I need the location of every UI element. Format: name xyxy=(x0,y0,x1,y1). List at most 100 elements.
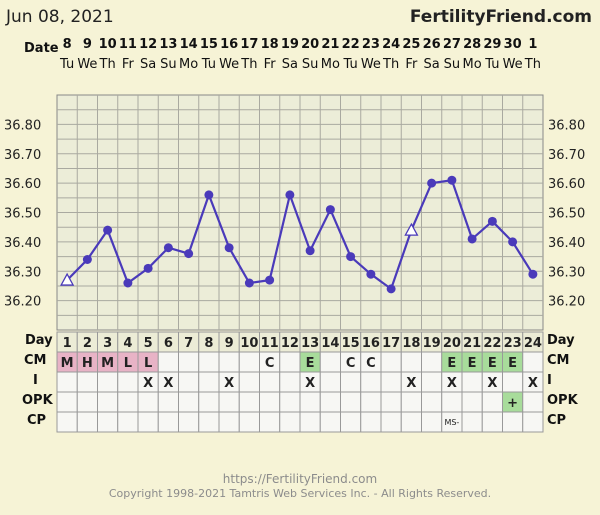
cycle-day-cell: 12 xyxy=(281,336,299,351)
cp-cell-bg xyxy=(380,411,402,433)
cp-cell-bg xyxy=(259,411,281,433)
cycle-day-cell: 18 xyxy=(402,336,420,351)
date-label: 10 xyxy=(99,37,117,52)
intercourse-cell: X xyxy=(143,376,153,391)
cycle-day-cell: 15 xyxy=(342,336,360,351)
temperature-point xyxy=(487,216,497,226)
cp-cell-bg xyxy=(238,411,260,433)
temperature-point xyxy=(82,255,92,264)
cm-cell-bg xyxy=(421,351,443,373)
cm-row-label-right: CM xyxy=(547,353,569,368)
temperature-point xyxy=(224,243,234,253)
cycle-day-cell: 3 xyxy=(103,336,112,351)
cp-cell-bg xyxy=(198,411,220,433)
weekday-label: Sa xyxy=(424,57,440,72)
cm-cell-bg xyxy=(279,351,301,373)
temperature-point xyxy=(366,269,376,279)
date-label: 29 xyxy=(483,37,501,52)
cm-cell-bg xyxy=(218,351,240,373)
temperature-point xyxy=(244,278,254,288)
intercourse-cell-bg xyxy=(259,371,281,393)
weekday-label: Su xyxy=(160,57,177,72)
temperature-point xyxy=(467,234,477,244)
cp-cell-bg xyxy=(319,411,341,433)
date-label: 27 xyxy=(443,37,461,52)
y-tick-label-left: 36.50 xyxy=(4,207,41,222)
date-label: 12 xyxy=(139,37,157,52)
intercourse-cell-bg xyxy=(178,371,200,393)
temperature-point xyxy=(427,178,437,188)
cp-cell: MS- xyxy=(444,418,459,427)
intercourse-cell-bg xyxy=(340,371,362,393)
opk-cell-bg xyxy=(400,391,422,413)
date-label: 28 xyxy=(463,37,481,52)
weekday-label: Th xyxy=(99,57,116,72)
cp-cell-bg xyxy=(137,411,159,433)
cycle-day-cell: 11 xyxy=(261,336,279,351)
y-tick-label-right: 36.80 xyxy=(548,118,585,133)
temperature-point xyxy=(265,275,275,285)
temperature-point xyxy=(346,252,356,262)
weekday-label: Mo xyxy=(179,57,198,72)
date-label: 26 xyxy=(423,37,441,52)
temperature-point xyxy=(204,190,214,200)
date-label: 13 xyxy=(159,37,177,52)
intercourse-row-label: I xyxy=(33,373,38,388)
cm-cell: E xyxy=(447,356,456,371)
cycle-day-cell: 23 xyxy=(504,336,522,351)
opk-cell-bg xyxy=(259,391,281,413)
cm-cell-bg xyxy=(319,351,341,373)
cycle-day-cell: 8 xyxy=(204,336,213,351)
weekday-label: We xyxy=(503,57,523,72)
temperature-point xyxy=(305,246,315,256)
cp-cell-bg xyxy=(360,411,382,433)
opk-cell: + xyxy=(507,396,518,411)
cycle-day-cell: 2 xyxy=(83,336,92,351)
cycle-day-cell: 21 xyxy=(463,336,481,351)
date-label: 15 xyxy=(200,37,218,52)
intercourse-cell: X xyxy=(406,376,416,391)
opk-cell-bg xyxy=(319,391,341,413)
opk-row-label: OPK xyxy=(22,393,54,408)
cycle-day-cell: 1 xyxy=(63,336,72,351)
date-label: 21 xyxy=(321,37,339,52)
cycle-day-cell: 7 xyxy=(184,336,193,351)
intercourse-cell-bg xyxy=(76,371,98,393)
cp-cell-bg xyxy=(117,411,139,433)
opk-cell-bg xyxy=(218,391,240,413)
cm-cell-bg xyxy=(380,351,402,373)
temperature-point xyxy=(163,243,173,253)
date-label: 14 xyxy=(180,37,198,52)
temperature-point-discarded xyxy=(404,222,419,236)
intercourse-cell-bg xyxy=(360,371,382,393)
date-label: 22 xyxy=(342,37,360,52)
weekday-label: We xyxy=(219,57,239,72)
cm-cell: C xyxy=(265,356,275,371)
weekday-label: Sa xyxy=(282,57,298,72)
intercourse-cell-bg xyxy=(461,371,483,393)
intercourse-cell-bg xyxy=(238,371,260,393)
intercourse-cell: X xyxy=(528,376,538,391)
date-label: 18 xyxy=(261,37,279,52)
chart-dynamic-layer: 36.80 36.80 36.70 36.70 36.60 36.60 36.50 36.50… xyxy=(4,37,585,433)
weekday-label: We xyxy=(77,57,97,72)
cp-row-label-right: CP xyxy=(547,413,566,428)
temperature-point xyxy=(325,205,335,215)
intercourse-cell: X xyxy=(447,376,457,391)
intercourse-cell-bg xyxy=(502,371,524,393)
cycle-day-cell: 20 xyxy=(443,336,461,351)
cm-cell: C xyxy=(366,356,376,371)
opk-cell-bg xyxy=(481,391,503,413)
opk-cell-bg xyxy=(279,391,301,413)
cm-cell: L xyxy=(144,356,152,371)
opk-cell-bg xyxy=(117,391,139,413)
intercourse-cell-bg xyxy=(198,371,220,393)
y-tick-label-right: 36.70 xyxy=(548,148,585,163)
cycle-day-cell: 10 xyxy=(240,336,258,351)
intercourse-cell: X xyxy=(224,376,234,391)
weekday-label: Mo xyxy=(463,57,482,72)
cp-cell-bg xyxy=(97,411,119,433)
cp-cell-bg xyxy=(178,411,200,433)
footer-url: https://FertilityFriend.com xyxy=(223,472,377,486)
